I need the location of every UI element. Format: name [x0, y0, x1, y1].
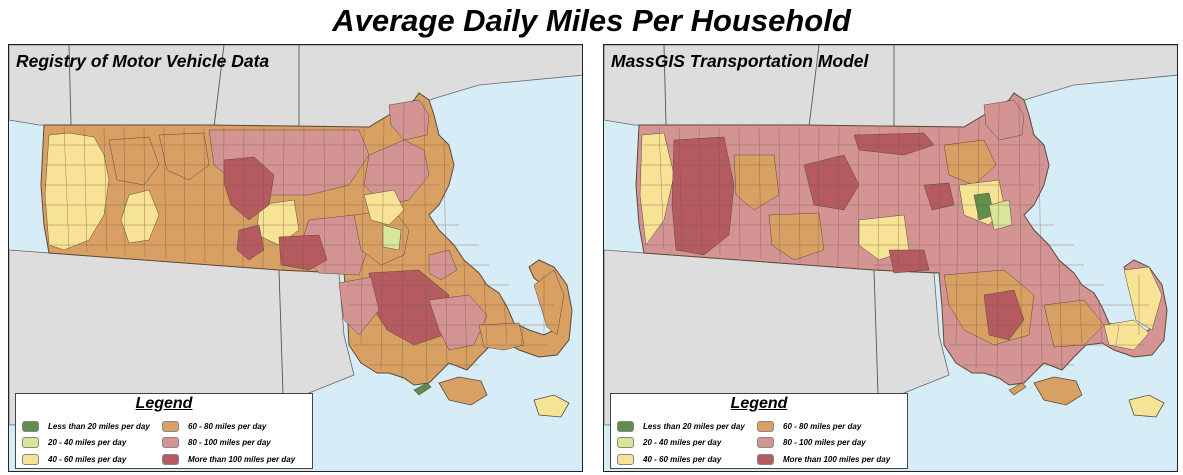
- legend-title: Legend: [730, 395, 788, 412]
- legend-item-gt100: More than 100 miles per day: [162, 452, 295, 466]
- legend-swatch: [617, 436, 634, 448]
- legend-label: 40 - 60 miles per day: [643, 454, 722, 464]
- island-marthas-vineyard: [1033, 376, 1083, 406]
- island-nantucket: [1128, 394, 1165, 418]
- legend-item-lt20: Less than 20 miles per day: [617, 419, 745, 433]
- legend-item-40-60: 40 - 60 miles per day: [617, 452, 721, 466]
- legend-swatch: [22, 420, 39, 432]
- legend-title: Legend: [135, 395, 193, 412]
- legend-swatch: [757, 453, 774, 465]
- map-rmv: [9, 45, 582, 426]
- legend-swatch: [162, 420, 179, 432]
- panel-title-rmv: Registry of Motor Vehicle Data: [16, 51, 270, 71]
- island-marthas-vineyard: [438, 376, 488, 406]
- legend-label: 20 - 40 miles per day: [643, 437, 722, 447]
- legend-label: 40 - 60 miles per day: [48, 454, 127, 464]
- island-nantucket: [533, 394, 570, 418]
- legend-box: Legend Less than 20 miles per day 20 - 4…: [15, 393, 313, 469]
- legend-swatch: [617, 453, 634, 465]
- legend-swatch: [162, 436, 179, 448]
- map-panel-rmv: Registry of Motor Vehicle Data Legend Le…: [8, 44, 583, 472]
- legend-label: More than 100 miles per day: [783, 454, 891, 464]
- legend-swatch: [22, 453, 39, 465]
- legend-label: 20 - 40 miles per day: [48, 437, 127, 447]
- legend-label: 60 - 80 miles per day: [188, 421, 267, 431]
- panel-title-massgis: MassGIS Transportation Model: [611, 51, 869, 71]
- legend-swatch: [617, 420, 634, 432]
- legend-swatch: [162, 453, 179, 465]
- legend-label: 80 - 100 miles per day: [783, 437, 866, 447]
- legend-label: 80 - 100 miles per day: [188, 437, 271, 447]
- state-line-vt-nh: [663, 45, 895, 128]
- legend-label: 60 - 80 miles per day: [783, 421, 862, 431]
- legend-item-lt20: Less than 20 miles per day: [22, 419, 150, 433]
- legend-item-80-100: 80 - 100 miles per day: [757, 435, 866, 449]
- legend-item-20-40: 20 - 40 miles per day: [617, 435, 721, 449]
- state-line-vt-nh: [68, 45, 300, 128]
- legend-item-20-40: 20 - 40 miles per day: [22, 435, 126, 449]
- legend-swatch: [757, 420, 774, 432]
- island-elizabeth: [1008, 382, 1027, 396]
- town-boundaries: [43, 99, 559, 384]
- legend-item-gt100: More than 100 miles per day: [757, 452, 890, 466]
- town-boundaries: [638, 99, 1154, 384]
- map-massgis: [604, 45, 1177, 426]
- legend-swatch: [22, 436, 39, 448]
- legend-label: Less than 20 miles per day: [643, 421, 745, 431]
- legend-label: Less than 20 miles per day: [48, 421, 150, 431]
- island-elizabeth: [413, 382, 432, 396]
- legend-box: Legend Less than 20 miles per day 20 - 4…: [610, 393, 908, 469]
- legend-item-40-60: 40 - 60 miles per day: [22, 452, 126, 466]
- legend-label: More than 100 miles per day: [188, 454, 296, 464]
- legend-item-80-100: 80 - 100 miles per day: [162, 435, 271, 449]
- legend-item-60-80: 60 - 80 miles per day: [162, 419, 266, 433]
- map-panel-massgis: MassGIS Transportation Model Legend Less…: [603, 44, 1178, 472]
- page-title: Average Daily Miles Per Household: [332, 3, 851, 38]
- choropleth-regions: [639, 99, 1163, 351]
- legend-item-60-80: 60 - 80 miles per day: [757, 419, 861, 433]
- legend-swatch: [757, 436, 774, 448]
